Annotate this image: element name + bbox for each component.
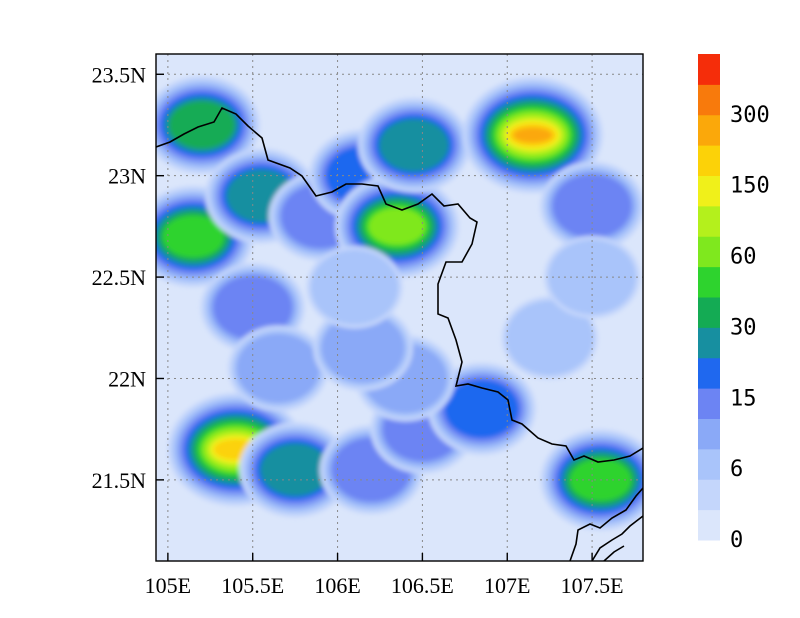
y-tick-label: 23.5N bbox=[92, 62, 147, 87]
precip-contour bbox=[260, 443, 331, 497]
y-tick-label: 23N bbox=[108, 164, 146, 189]
colorbar-swatch bbox=[698, 114, 720, 146]
precip-field bbox=[156, 75, 643, 531]
precip-contour bbox=[552, 174, 632, 239]
colorbar-label: 6 bbox=[730, 457, 743, 482]
coastline-3 bbox=[603, 545, 625, 561]
x-axis: 105E 105.5E 106E 106.5E 107E 107.5E bbox=[145, 553, 624, 598]
colorbar-label: 30 bbox=[730, 315, 757, 340]
border-line bbox=[156, 106, 643, 463]
y-tick-label: 22N bbox=[108, 366, 146, 391]
coastline-2 bbox=[591, 515, 643, 561]
colorbar-label: 150 bbox=[730, 174, 770, 199]
colorbar-swatch bbox=[698, 357, 720, 389]
map-plot-area bbox=[156, 54, 643, 561]
colorbar-swatch bbox=[698, 479, 720, 511]
precip-contour bbox=[513, 127, 553, 143]
colorbar-swatch bbox=[698, 297, 720, 328]
precip-contour bbox=[321, 313, 405, 383]
precip-contour bbox=[378, 118, 449, 172]
x-tick-label: 105.5E bbox=[221, 573, 284, 598]
x-tick-label: 105E bbox=[145, 573, 191, 598]
colorbar-label: 15 bbox=[730, 386, 757, 411]
country-border bbox=[156, 106, 643, 561]
colorbar-swatch bbox=[698, 509, 720, 541]
x-tick-label: 106.5E bbox=[391, 573, 454, 598]
colorbar-swatch bbox=[698, 327, 720, 359]
x-tick-label: 107.5E bbox=[561, 573, 624, 598]
precip-contour bbox=[162, 215, 224, 258]
colorbar-swatch bbox=[698, 145, 720, 176]
gridlines bbox=[156, 54, 643, 561]
colorbar-swatch bbox=[698, 205, 720, 237]
colorbar-swatch bbox=[698, 266, 720, 298]
y-tick-label: 22.5N bbox=[92, 265, 147, 290]
x-tick-label: 107E bbox=[484, 573, 530, 598]
colorbar-swatch bbox=[698, 84, 720, 116]
colorbar-label: 0 bbox=[730, 528, 743, 553]
plot-frame bbox=[155, 53, 644, 562]
colorbar: 0 6 15 30 60 150 300 bbox=[698, 54, 770, 553]
colorbar-label: 300 bbox=[730, 103, 770, 128]
precip-contour bbox=[310, 249, 399, 325]
colorbar-swatch bbox=[698, 236, 720, 268]
y-tick-label: 21.5N bbox=[92, 468, 147, 493]
colorbar-swatch bbox=[698, 418, 720, 450]
precip-contour bbox=[505, 300, 594, 376]
x-tick-label: 106E bbox=[314, 573, 360, 598]
colorbar-label: 60 bbox=[730, 245, 757, 270]
y-axis: 23.5N 23N 22.5N 22N 21.5N bbox=[92, 62, 164, 493]
coastline bbox=[569, 487, 643, 561]
precip-contour bbox=[368, 207, 426, 245]
colorbar-swatch bbox=[698, 54, 720, 85]
colorbar-swatch bbox=[698, 388, 720, 419]
colorbar-swatch bbox=[698, 175, 720, 207]
precip-contour bbox=[236, 333, 320, 403]
colorbar-swatch bbox=[698, 448, 720, 480]
